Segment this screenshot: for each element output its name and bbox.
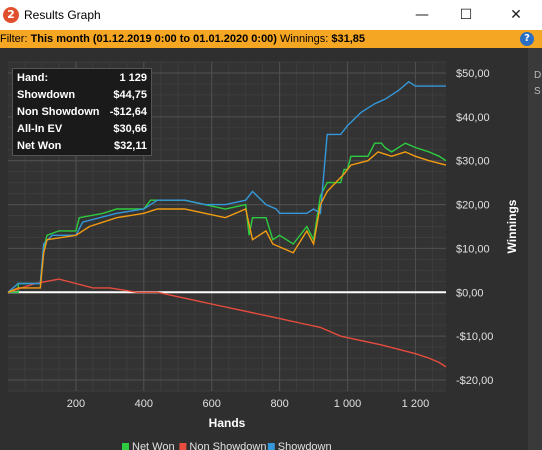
filter-range: This month (01.12.2019 0:00 to 01.01.202… bbox=[30, 33, 277, 45]
x-axis-label: Hands bbox=[209, 416, 246, 430]
legend-swatch bbox=[179, 443, 187, 450]
stat-row-all-in-ev: All-In EV $30,66 bbox=[17, 121, 147, 138]
stat-key: All-In EV bbox=[17, 123, 63, 135]
close-button[interactable]: ✕ bbox=[510, 7, 522, 23]
stat-value: $44,75 bbox=[113, 89, 147, 101]
stat-row-showdown: Showdown $44,75 bbox=[17, 87, 147, 104]
legend-entry: Net Won bbox=[132, 441, 175, 450]
stat-key: Showdown bbox=[17, 89, 76, 101]
series-line-showdown bbox=[7, 80, 446, 293]
stats-panel: Hand: 1 129 Showdown $44,75 Non Showdown… bbox=[12, 68, 152, 156]
stat-key: Hand: bbox=[17, 72, 49, 84]
stat-row-net-won: Net Won $32,11 bbox=[17, 138, 147, 155]
y-tick-label: $20,00 bbox=[456, 200, 490, 212]
x-tick-label: 400 bbox=[135, 398, 153, 410]
stat-row-hand: Hand: 1 129 bbox=[17, 70, 147, 87]
filter-bar[interactable]: Filter: This month (01.12.2019 0:00 to 0… bbox=[0, 30, 542, 48]
help-icon[interactable]: ? bbox=[520, 32, 534, 46]
filter-label: Filter: bbox=[0, 33, 28, 45]
y-tick-label: -$10,00 bbox=[456, 331, 493, 343]
y-tick-label: -$20,00 bbox=[456, 375, 493, 387]
series-line-net-won bbox=[8, 142, 447, 293]
stat-value: 1 129 bbox=[119, 72, 147, 84]
y-tick-label: $30,00 bbox=[456, 156, 490, 168]
results-chart: $50,00 $40,00 $30,00 $20,00 $10,00 $0,00 -$10,… bbox=[7, 61, 519, 450]
y-tick-label: $50,00 bbox=[456, 68, 490, 80]
title-bar: 2 Results Graph — ☐ ✕ bbox=[0, 0, 542, 30]
stat-value: -$12,64 bbox=[109, 106, 147, 118]
stat-row-non-showdown: Non Showdown -$12,64 bbox=[17, 104, 147, 121]
legend-entry: Showdown bbox=[278, 441, 332, 450]
legend-swatch bbox=[267, 443, 275, 450]
side-panel-letter-d: D bbox=[534, 70, 542, 81]
legend-swatch bbox=[122, 443, 129, 450]
side-panel-letter-s: S bbox=[534, 86, 541, 97]
x-tick-label: 1 200 bbox=[402, 398, 430, 410]
y-axis-label: Winnings bbox=[505, 199, 519, 253]
series-line-non-showdown bbox=[7, 278, 447, 368]
x-tick-label: 200 bbox=[67, 398, 85, 410]
winnings-value: $31,85 bbox=[331, 33, 366, 45]
winnings-label: Winnings: bbox=[280, 33, 329, 45]
app-logo-icon: 2 bbox=[3, 7, 19, 23]
stat-key: Net Won bbox=[17, 140, 62, 152]
y-tick-label: $0,00 bbox=[456, 287, 484, 299]
x-tick-label: 800 bbox=[270, 398, 288, 410]
x-tick-label: 600 bbox=[203, 398, 221, 410]
series-line-all-in-ev bbox=[7, 151, 447, 293]
stat-key: Non Showdown bbox=[17, 106, 100, 118]
x-tick-label: 1 000 bbox=[334, 398, 362, 410]
window-title: Results Graph bbox=[24, 8, 101, 22]
y-tick-label: $40,00 bbox=[456, 112, 490, 124]
maximize-button[interactable]: ☐ bbox=[459, 7, 473, 23]
side-panel: D S bbox=[528, 48, 542, 450]
stat-value: $30,66 bbox=[113, 123, 147, 135]
minimize-button[interactable]: — bbox=[415, 7, 429, 23]
y-tick-label: $10,00 bbox=[456, 243, 490, 255]
legend-entry: Non Showdown bbox=[189, 441, 266, 450]
stat-value: $32,11 bbox=[113, 140, 147, 152]
